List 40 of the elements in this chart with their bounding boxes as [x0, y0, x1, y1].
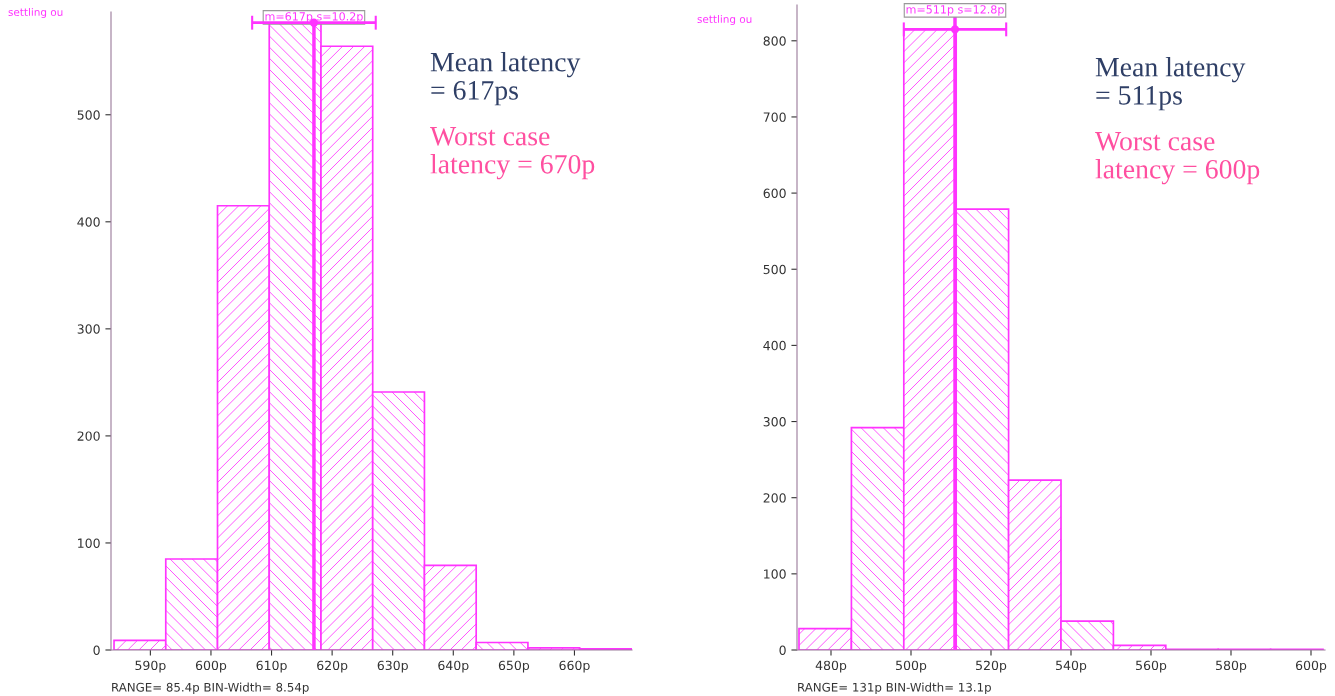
- y-tick-label: 800: [763, 36, 786, 46]
- x-tick-label: 630p: [377, 660, 408, 673]
- x-tick-label: 610p: [256, 660, 287, 673]
- y-tick-label: 500: [763, 264, 786, 275]
- text: settling ou: [697, 14, 752, 26]
- y-tick-label: 0: [93, 645, 100, 655]
- x-tick-label: 560p: [1136, 660, 1167, 673]
- x-tick-label: 620p: [317, 660, 348, 673]
- annotation: Worst case latency = 670p: [430, 127, 595, 180]
- annotation: Worst case latency = 600p: [1095, 132, 1260, 185]
- y-tick-label: 0: [779, 645, 786, 655]
- text: RANGE= 85.4p BIN-Width= 8.54p: [112, 682, 309, 694]
- y-tick-label: 300: [77, 324, 100, 334]
- x-tick-label: 480p: [815, 660, 847, 673]
- x-tick-label: 650p: [498, 660, 530, 673]
- y-tick-label: 200: [77, 431, 100, 441]
- y-tick-label: 200: [763, 493, 786, 503]
- y-tick-label: 400: [763, 340, 786, 351]
- chart-title: settling ou: [8, 7, 63, 19]
- x-tick-label: 600p: [1295, 660, 1327, 673]
- annotation: Mean latency = 617ps: [430, 52, 581, 106]
- x-tick-label: 540p: [1056, 660, 1087, 673]
- y-tick-label: 400: [77, 217, 100, 227]
- y-tick-label: 500: [77, 110, 100, 120]
- x-tick-label: 600p: [195, 660, 227, 673]
- y-tick-label: 700: [763, 112, 786, 122]
- x-tick-label: 580p: [1216, 660, 1247, 673]
- ref-line-label: m=511p s=12.8p: [906, 5, 1004, 16]
- annotation: Mean latency = 511ps: [1095, 57, 1246, 111]
- y-tick-label: 100: [764, 569, 786, 579]
- y-tick-label: 100: [78, 538, 100, 548]
- x-tick-label: 660p: [559, 660, 590, 673]
- x-tick-label: 520p: [976, 660, 1007, 673]
- y-tick-label: 300: [763, 417, 786, 427]
- x-tick-label: 640p: [438, 660, 469, 673]
- text: RANGE= 131p BIN-Width= 13.1p: [798, 682, 991, 694]
- y-tick-label: 600: [763, 188, 786, 199]
- ref-line-label: m=617p s=10.2p: [265, 12, 363, 23]
- x-tick-label: 500p: [896, 660, 927, 673]
- x-tick-label: 590p: [135, 660, 166, 673]
